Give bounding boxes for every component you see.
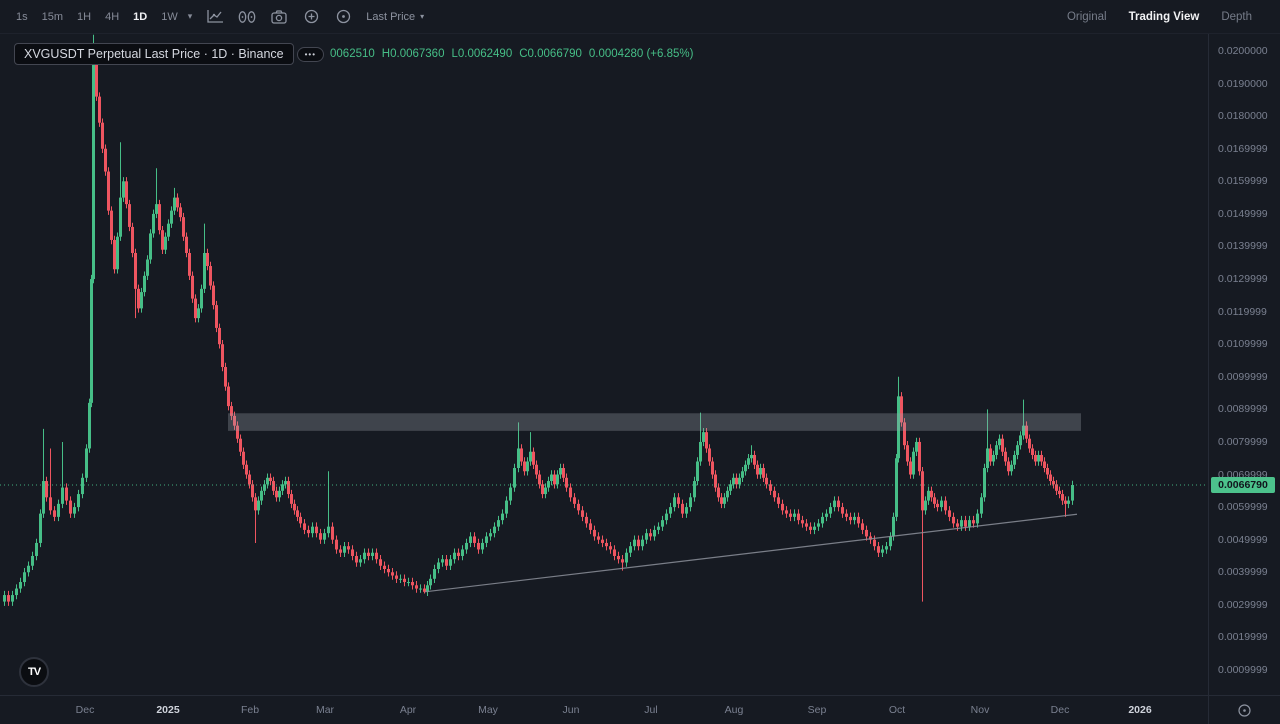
price-axis[interactable]: 0.0066790 0.0200000 0.0190000 0.0180000 0.0… [1208, 34, 1280, 695]
chart-style-button[interactable] [202, 5, 228, 29]
candles [3, 34, 1074, 606]
price-axis-label: 0.0200000 [1218, 45, 1268, 57]
price-source-label: Last Price [366, 10, 416, 23]
snapshot-button[interactable] [266, 5, 292, 29]
price-axis-label: 0.0119999 [1218, 305, 1267, 318]
last-price-tag: 0.0066790 [1211, 476, 1275, 493]
view-tabs: Original Trading View Depth [1067, 11, 1270, 23]
time-axis-label-Apr: Apr [399, 704, 417, 716]
zoom-in-button[interactable] [298, 5, 324, 29]
ohlc-change: 0.0004280 (+6.85%) [588, 48, 694, 60]
price-axis-label: 0.0039999 [1218, 566, 1268, 579]
price-axis-label: 0.0049999 [1218, 533, 1268, 546]
price-axis-label: 0.0149999 [1218, 207, 1268, 220]
view-tab-depth[interactable]: Depth [1221, 10, 1252, 23]
timeframe-group: 1s 15m 1H 4H 1D 1W [10, 8, 184, 26]
price-axis-label: 0.0159999 [1218, 175, 1268, 188]
price-axis-label: 0.0079999 [1218, 435, 1268, 448]
scale-reset-button[interactable] [330, 5, 356, 29]
price-axis-label: 0.0089999 [1218, 403, 1268, 416]
time-axis-label-Nov: Nov [970, 704, 990, 716]
chevron-down-icon: ▾ [420, 12, 425, 21]
legend-row: XVGUSDT Perpetual Last Price · 1D · Bina… [14, 43, 693, 65]
price-axis-label: 0.0190000 [1218, 77, 1268, 90]
time-axis-label-Jun: Jun [562, 704, 580, 716]
trendline[interactable] [424, 513, 1078, 593]
ohlc-close: C0.0066790 [519, 48, 582, 60]
compare-icon [238, 10, 256, 23]
time-axis-label-Dec: Dec [75, 704, 95, 716]
price-axis-label: 0.0180000 [1218, 110, 1268, 123]
price-axis-label: 0.0109999 [1218, 338, 1268, 351]
ohlc-values: 0062510 H0.0067360 L0.0062490 C0.0066790… [330, 48, 693, 60]
timeframe-button-1W[interactable]: 1W [161, 10, 178, 23]
supply-zone-box[interactable] [228, 413, 1081, 431]
time-axis-label-Aug: Aug [724, 704, 744, 716]
price-axis-label: 0.0169999 [1218, 142, 1268, 155]
timeframe-menu-caret-icon[interactable]: ▾ [187, 11, 193, 21]
ohlc-open: 0062510 [330, 48, 375, 60]
more-options-button[interactable]: ••• [296, 46, 325, 62]
ohlc-low: L0.0062490 [451, 48, 513, 60]
price-axis-label: 0.0009999 [1218, 664, 1268, 676]
plus-circle-icon [304, 9, 318, 24]
timeframe-button-1H[interactable]: 1H [77, 10, 92, 23]
time-axis-label-Sep: Sep [807, 704, 827, 716]
candlestick-chart[interactable] [0, 0, 1208, 695]
target-circle-icon [1238, 703, 1251, 717]
tradingview-logo-text: TV [27, 666, 41, 678]
price-axis-label: 0.0099999 [1218, 370, 1268, 383]
price-axis-label: 0.0029999 [1218, 598, 1268, 611]
timeframe-button-1s[interactable]: 1s [16, 10, 28, 23]
chart-pane[interactable] [0, 0, 1208, 695]
top-toolbar: 1s 15m 1H 4H 1D 1W ▾ [0, 0, 1280, 34]
compare-button[interactable] [234, 5, 260, 29]
view-tab-trading-view[interactable]: Trading View [1128, 10, 1200, 23]
line-chart-icon [207, 10, 223, 23]
timeframe-button-15m[interactable]: 15m [41, 10, 64, 23]
price-axis-label: 0.0139999 [1218, 240, 1268, 253]
ohlc-high: H0.0067360 [381, 48, 445, 60]
camera-icon [271, 9, 287, 24]
time-axis-label-Dec: Dec [1050, 704, 1070, 716]
tradingview-logo[interactable]: TV [19, 657, 49, 687]
scroll-to-realtime-button[interactable] [1208, 696, 1280, 724]
price-axis-label: 0.0019999 [1218, 631, 1268, 644]
time-axis-label-2025: 2025 [156, 704, 180, 716]
timeframe-button-4H[interactable]: 4H [105, 10, 120, 23]
price-source-dropdown[interactable]: Last Price ▾ [366, 11, 424, 23]
price-axis-label: 0.0129999 [1218, 273, 1268, 286]
symbol-tooltip[interactable]: XVGUSDT Perpetual Last Price · 1D · Bina… [14, 43, 294, 65]
target-circle-icon [336, 9, 350, 24]
price-axis-label: 0.0059999 [1218, 501, 1268, 514]
time-axis-label-Jul: Jul [644, 704, 658, 716]
time-axis-label-May: May [478, 704, 498, 716]
view-tab-original[interactable]: Original [1066, 10, 1107, 23]
timeframe-button-1D[interactable]: 1D [133, 10, 148, 23]
time-axis-label-Oct: Oct [888, 704, 906, 716]
time-axis[interactable]: Dec 2025 Feb Mar Apr May Jun Jul Aug Sep Oct Nov Dec… [0, 695, 1280, 724]
time-axis-label-2026: 2026 [1128, 704, 1152, 716]
time-axis-label-Feb: Feb [240, 704, 260, 716]
time-axis-label-Mar: Mar [315, 704, 335, 716]
